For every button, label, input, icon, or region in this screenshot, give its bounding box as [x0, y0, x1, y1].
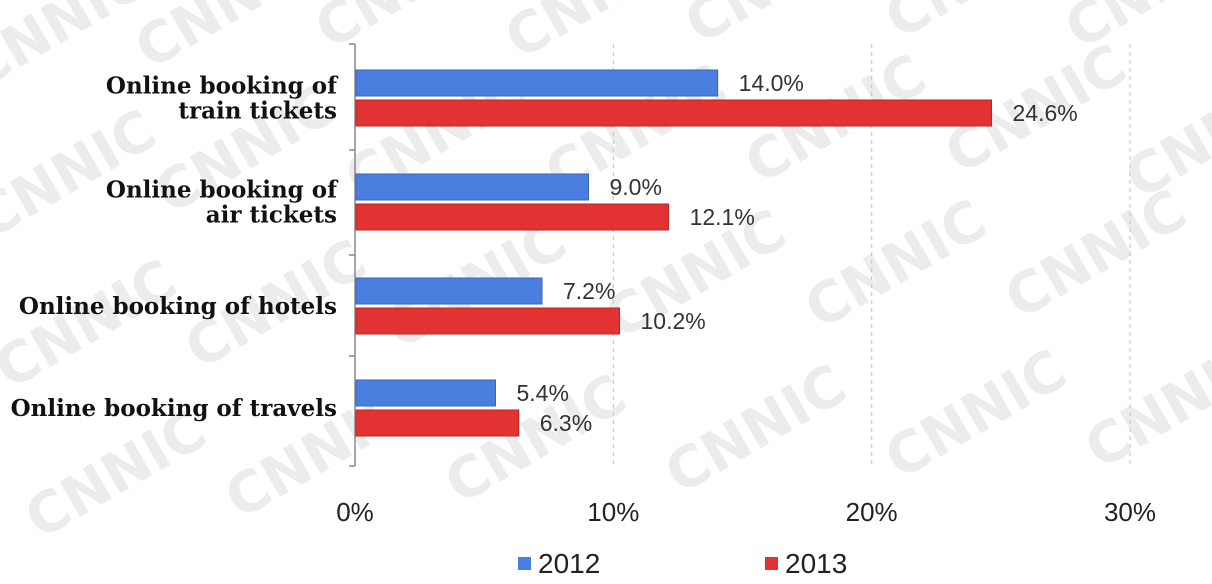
value-label: 6.3%: [540, 410, 592, 436]
watermark-text: CNNIC: [1075, 327, 1212, 482]
bar-2012: [355, 69, 719, 97]
watermark-text: CNNIC: [125, 0, 328, 82]
value-label: 5.4%: [517, 380, 569, 406]
bar-2013: [355, 99, 992, 127]
value-label: 24.6%: [1013, 100, 1078, 126]
gridlines: [612, 44, 1131, 466]
category-label: Online booking of hotels: [19, 293, 337, 320]
value-labels: 14.0% 24.6% 9.0% 12.1% 7.2% 10.2% 5.4% 6.3%: [517, 70, 1078, 436]
value-label: 12.1%: [690, 204, 755, 230]
watermark-text: CNNIC: [795, 187, 998, 342]
legend-label-2012: 2012: [538, 548, 600, 579]
legend-swatch-2012: [518, 557, 531, 570]
bar-2012: [355, 173, 589, 201]
value-label: 14.0%: [739, 70, 804, 96]
category-label: train tickets: [178, 98, 337, 125]
watermark-text: CNNIC: [875, 337, 1078, 492]
category-label: Online booking of: [106, 177, 339, 204]
watermark-text: CNNIC: [495, 0, 698, 72]
x-tick-label: 20%: [846, 497, 898, 527]
bar-2013: [355, 307, 620, 335]
watermark-text: CNNIC: [0, 247, 187, 402]
value-label: 10.2%: [641, 308, 706, 334]
watermark-text: CNNIC: [305, 0, 508, 62]
value-label: 7.2%: [563, 278, 615, 304]
category-label: Online booking of travels: [11, 395, 337, 422]
legend: 2012 2013: [518, 548, 847, 579]
x-tick-label: 10%: [587, 497, 639, 527]
bar-2012: [355, 277, 543, 305]
watermark-text: CNNIC: [0, 97, 167, 252]
value-label: 9.0%: [610, 174, 662, 200]
category-label: air tickets: [206, 202, 337, 229]
category-label: Online booking of: [106, 73, 339, 100]
watermark-text: CNNIC: [995, 177, 1198, 332]
legend-label-2013: 2013: [785, 548, 847, 579]
x-tick-label: 30%: [1104, 497, 1156, 527]
watermark-text: CNNIC: [655, 352, 858, 507]
legend-swatch-2013: [765, 557, 778, 570]
bar-2012: [355, 379, 496, 407]
bars: [355, 69, 992, 437]
x-tick-labels: 0% 10% 20% 30%: [336, 497, 1156, 527]
bar-2013: [355, 409, 520, 437]
watermark-text: CNNIC: [675, 0, 878, 57]
bar-2013: [355, 203, 670, 231]
x-tick-label: 0%: [336, 497, 374, 527]
